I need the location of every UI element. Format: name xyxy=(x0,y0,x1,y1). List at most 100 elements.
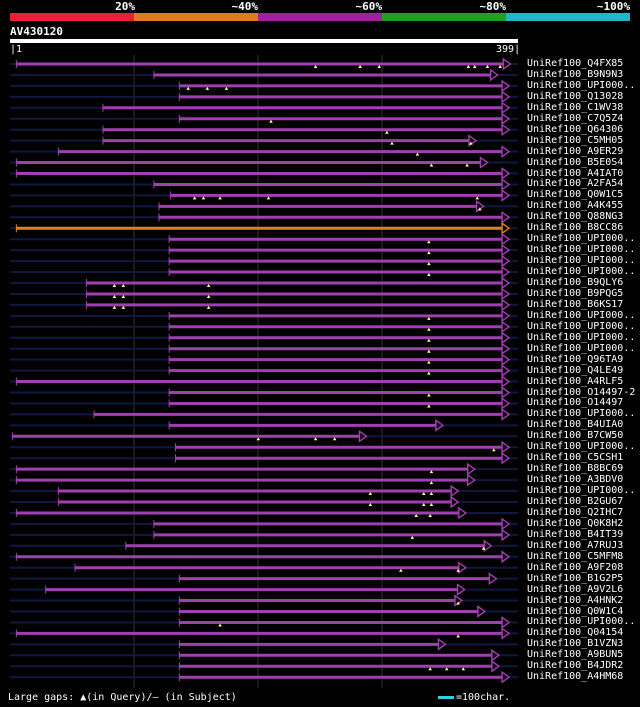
query-gap-marker xyxy=(466,65,471,68)
hit-label-link[interactable]: UniRef100_B7CW50 xyxy=(527,430,624,442)
hit-label-link[interactable]: UniRef100_UPI000.. xyxy=(527,616,636,628)
hit-end-arrow xyxy=(501,451,511,465)
query-gap-marker xyxy=(368,503,373,506)
query-gap-marker xyxy=(218,623,222,627)
hit-label-link[interactable]: UniRef100_B4UIA0 xyxy=(527,419,624,431)
hit-label-link[interactable]: UniRef100_UPI000.. xyxy=(527,320,636,332)
hit-label-link[interactable]: UniRef100_C1WV38 xyxy=(527,101,624,113)
hit-label-link[interactable]: UniRef100_Q2IHC7 xyxy=(527,506,624,518)
hit-label-link[interactable]: UniRef100_B1G2P5 xyxy=(527,572,624,584)
hit-label-link[interactable]: UniRef100_C5MFM8 xyxy=(527,550,624,562)
hit-label-link[interactable]: UniRef100_UPI000.. xyxy=(527,309,636,321)
hit-label-link[interactable]: UniRef100_A9F208 xyxy=(527,561,624,573)
hit-end-arrow xyxy=(501,112,511,126)
query-gap-marker xyxy=(481,546,486,550)
hit-label-link[interactable]: UniRef100_Q88NG3 xyxy=(527,211,624,223)
hit-label-link[interactable]: UniRef100_A4HM68 xyxy=(527,671,624,683)
hit-label-link[interactable]: UniRef100_A7RUJ3 xyxy=(527,539,624,551)
hit-label-link[interactable]: UniRef100_A4IAT0 xyxy=(527,167,624,179)
hit-end-arrow xyxy=(467,473,476,487)
hit-label-link[interactable]: UniRef100_B5E0S4 xyxy=(527,156,624,168)
hit-end-arrow xyxy=(501,221,511,235)
hit-label-link[interactable]: UniRef100_Q4FX85 xyxy=(527,58,624,69)
hit-label-link[interactable]: UniRef100_UPI000.. xyxy=(527,331,636,343)
hit-label-link[interactable]: UniRef100_B6KS17 xyxy=(527,298,624,310)
hit-label-link[interactable]: UniRef100_A9V2L6 xyxy=(527,583,624,595)
query-gap-marker xyxy=(427,404,431,408)
query-gap-marker xyxy=(429,492,434,496)
gap-legend: Large gaps: ▲(in Query)/— (in Subject) xyxy=(8,692,237,703)
hit-label-link[interactable]: UniRef100_A3BDV0 xyxy=(527,474,624,486)
hit-label-link[interactable]: UniRef100_Q4LE49 xyxy=(527,364,624,376)
hit-label-link[interactable]: UniRef100_Q64306 xyxy=(527,123,624,135)
hit-label-link[interactable]: UniRef100_A2FA54 xyxy=(527,178,624,190)
hit-label-link[interactable]: UniRef100_UPI000.. xyxy=(527,441,636,453)
query-bar xyxy=(10,39,518,43)
hit-label-link[interactable]: UniRef100_C5MH05 xyxy=(527,134,624,146)
hit-label-link[interactable]: UniRef100_B4IT39 xyxy=(527,528,624,540)
query-gap-marker xyxy=(414,513,418,517)
scale-segment-cyan xyxy=(506,13,630,21)
hit-label-link[interactable]: UniRef100_Q13028 xyxy=(527,90,624,102)
hit-label-link[interactable]: UniRef100_UPI000.. xyxy=(527,485,636,497)
hit-end-arrow xyxy=(435,418,445,432)
hit-end-arrow xyxy=(501,276,511,290)
hit-label-link[interactable]: UniRef100_A9ER29 xyxy=(527,145,624,157)
query-gap-marker xyxy=(472,65,477,68)
hit-label-link[interactable]: UniRef100_B9PQG5 xyxy=(527,287,624,299)
query-gap-marker xyxy=(428,513,432,517)
query-gap-marker xyxy=(112,305,117,309)
hit-label-link[interactable]: UniRef100_B8BC69 xyxy=(527,463,624,475)
hit-label-link[interactable]: UniRef100_UPI000.. xyxy=(527,266,636,278)
query-gap-marker xyxy=(192,196,197,200)
hit-label-link[interactable]: UniRef100_B4JDR2 xyxy=(527,660,624,672)
hit-label-link[interactable]: UniRef100_Q0K8H2 xyxy=(527,517,624,529)
hit-label-link[interactable]: UniRef100_B1VZN3 xyxy=(527,638,624,650)
query-gap-marker xyxy=(429,481,434,485)
hit-end-arrow xyxy=(501,232,511,246)
query-gap-marker xyxy=(358,65,362,68)
hit-end-arrow xyxy=(501,342,511,356)
hit-end-arrow xyxy=(501,210,511,224)
hit-label-link[interactable]: UniRef100_Q96TA9 xyxy=(527,353,624,365)
hit-label-link[interactable]: UniRef100_Q0W1C4 xyxy=(527,605,624,617)
hit-label-link[interactable]: UniRef100_B9QLY6 xyxy=(527,277,624,288)
hit-label-link[interactable]: UniRef100_C5CSH1 xyxy=(527,452,624,464)
hit-end-arrow xyxy=(501,265,511,279)
hit-end-arrow xyxy=(501,320,511,334)
hit-label-link[interactable]: UniRef100_UPI000.. xyxy=(527,233,636,245)
query-gap-marker xyxy=(269,119,273,123)
query-gap-marker xyxy=(410,535,415,539)
query-gap-marker xyxy=(429,163,434,167)
hit-end-arrow xyxy=(501,287,511,301)
hit-label-link[interactable]: UniRef100_Q0W1C5 xyxy=(527,189,624,201)
hit-label-link[interactable]: UniRef100_Q04154 xyxy=(527,627,624,639)
hit-label-link[interactable]: UniRef100_A9BUN5 xyxy=(527,649,624,661)
hit-label-link[interactable]: UniRef100_O14497-2 xyxy=(527,386,636,398)
hit-end-arrow xyxy=(358,429,368,443)
hit-label-link[interactable]: UniRef100_O14497 xyxy=(527,397,624,409)
hit-label-link[interactable]: UniRef100_UPI000.. xyxy=(527,342,636,354)
hit-end-arrow xyxy=(501,353,511,367)
hit-label-link[interactable]: UniRef100_B2GU67 xyxy=(527,496,624,507)
scale-label-20: 20% xyxy=(115,0,135,13)
hit-label-link[interactable]: UniRef100_UPI000.. xyxy=(527,255,636,267)
hit-label-link[interactable]: UniRef100_B9N9N3 xyxy=(527,68,624,80)
query-gap-marker xyxy=(313,437,318,441)
hit-label-link[interactable]: UniRef100_B8CC86 xyxy=(527,222,624,234)
hit-end-arrow xyxy=(501,101,511,115)
hit-label-link[interactable]: UniRef100_A4HNK2 xyxy=(527,594,624,606)
hit-label-link[interactable]: UniRef100_C7Q5Z4 xyxy=(527,112,624,124)
hit-label-link[interactable]: UniRef100_A4RLF5 xyxy=(527,375,624,387)
hit-end-arrow xyxy=(477,605,487,618)
query-gap-marker xyxy=(201,196,206,200)
hit-label-link[interactable]: UniRef100_UPI000.. xyxy=(527,79,636,91)
hit-end-arrow xyxy=(479,156,489,169)
scale-legend-text: =100char. xyxy=(456,692,511,703)
hit-label-link[interactable]: UniRef100_A4K455 xyxy=(527,200,624,212)
hit-end-arrow xyxy=(456,583,466,596)
hit-label-link[interactable]: UniRef100_UPI000.. xyxy=(527,244,636,256)
query-gap-marker xyxy=(427,240,431,244)
hit-label-link[interactable]: UniRef100_UPI000.. xyxy=(527,408,636,420)
